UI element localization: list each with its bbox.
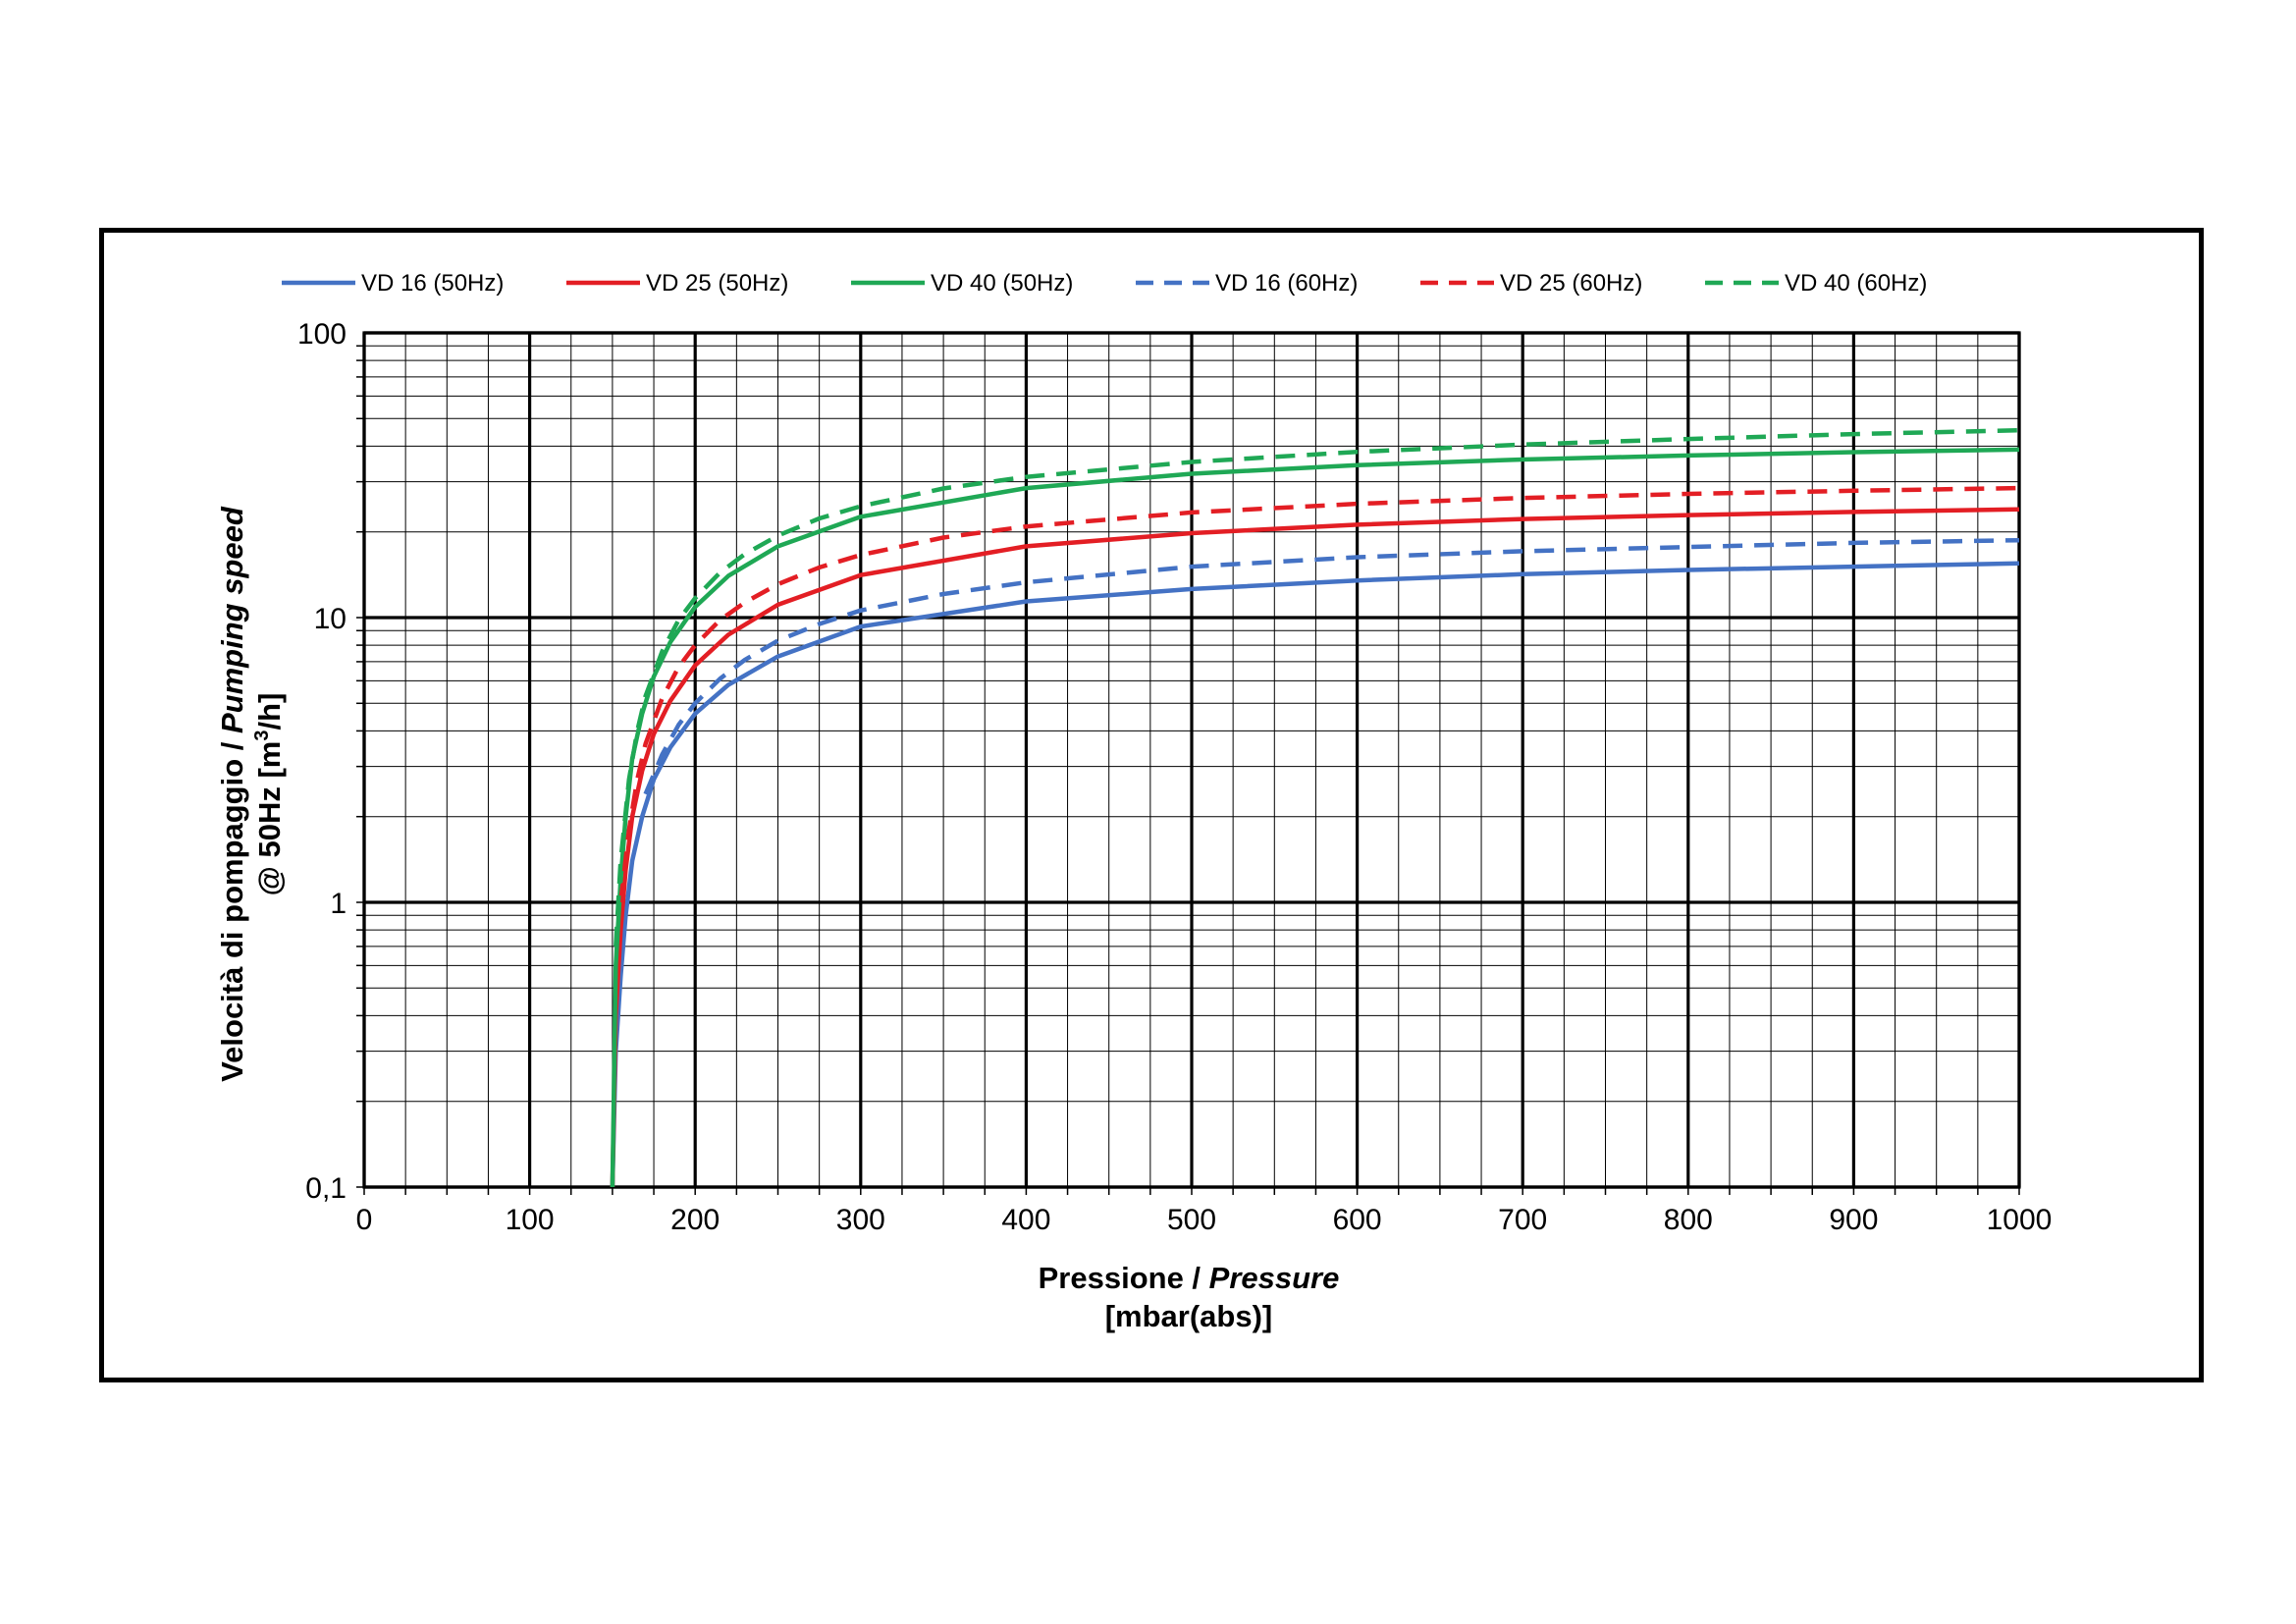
y-axis-title-group: Velocità di pompaggio / Pumping speed @ … [215,506,287,1082]
legend-label-1: VD 16 (50Hz) [361,270,504,297]
legend-label-6: VD 40 (60Hz) [1785,270,1927,297]
plot-area-border [362,331,2021,1189]
x-tick-label: 0 [356,1204,373,1236]
x-tick-label: 900 [1829,1204,1878,1236]
series-line-6 [614,427,2020,947]
series-line-5 [618,485,2020,903]
legend-label-2: VD 25 (50Hz) [646,270,788,297]
x-tick-label: 200 [670,1204,720,1236]
series-layer [610,427,2020,1188]
series-line-1 [610,561,2020,1188]
legend-label-3: VD 40 (50Hz) [931,270,1073,297]
x-axis-title: Pressione / Pressure [1039,1261,1340,1295]
legend-label-5: VD 25 (60Hz) [1500,270,1642,297]
chart-frame: 0 100 200 300 400 500 600 700 800 900 1000 0,1 1 10 10… [99,228,2204,1382]
x-axis-title-italic: Pressure [1209,1261,1340,1295]
y-axis-unit: @ 50Hz [m3/h] [251,693,287,896]
x-tick-label: 500 [1167,1204,1216,1236]
x-tick-label: 400 [1001,1204,1050,1236]
major-grid [362,331,2021,1189]
x-tick-label: 100 [506,1204,555,1236]
y-axis-title: Velocità di pompaggio / Pumping speed [215,506,249,1082]
y-axis-unit-prefix: @ 50Hz [m [252,741,287,896]
legend-label-4: VD 16 (60Hz) [1215,270,1358,297]
x-tick-label: 1000 [1987,1204,2053,1236]
x-tick-label: 700 [1498,1204,1547,1236]
y-tick-label: 10 [314,603,347,635]
y-tick-label: 0,1 [305,1172,347,1205]
x-tick-label: 800 [1664,1204,1713,1236]
y-axis-title-regular: Velocità di pompaggio / [215,733,249,1082]
legend: VD 16 (50Hz) VD 25 (50Hz) VD 40 (50Hz) VD 1… [282,270,1927,297]
y-tick-label: 100 [297,318,347,351]
x-tick-label: 300 [836,1204,885,1236]
series-line-4 [643,537,2020,795]
x-axis-title-regular: Pressione / [1039,1261,1209,1295]
x-tick-label: 600 [1333,1204,1382,1236]
y-axis-title-italic: Pumping speed [215,506,249,733]
tick-labels: 0 100 200 300 400 500 600 700 800 900 1000 0,1 1 10 10… [297,318,2052,1236]
chart: 0 100 200 300 400 500 600 700 800 900 1000 0,1 1 10 10… [215,270,2052,1333]
y-axis-unit-sup: 3 [251,731,273,741]
y-tick-label: 1 [330,888,347,920]
x-axis-unit: [mbar(abs)] [1105,1299,1273,1333]
y-axis-unit-suffix: /h] [252,693,287,731]
